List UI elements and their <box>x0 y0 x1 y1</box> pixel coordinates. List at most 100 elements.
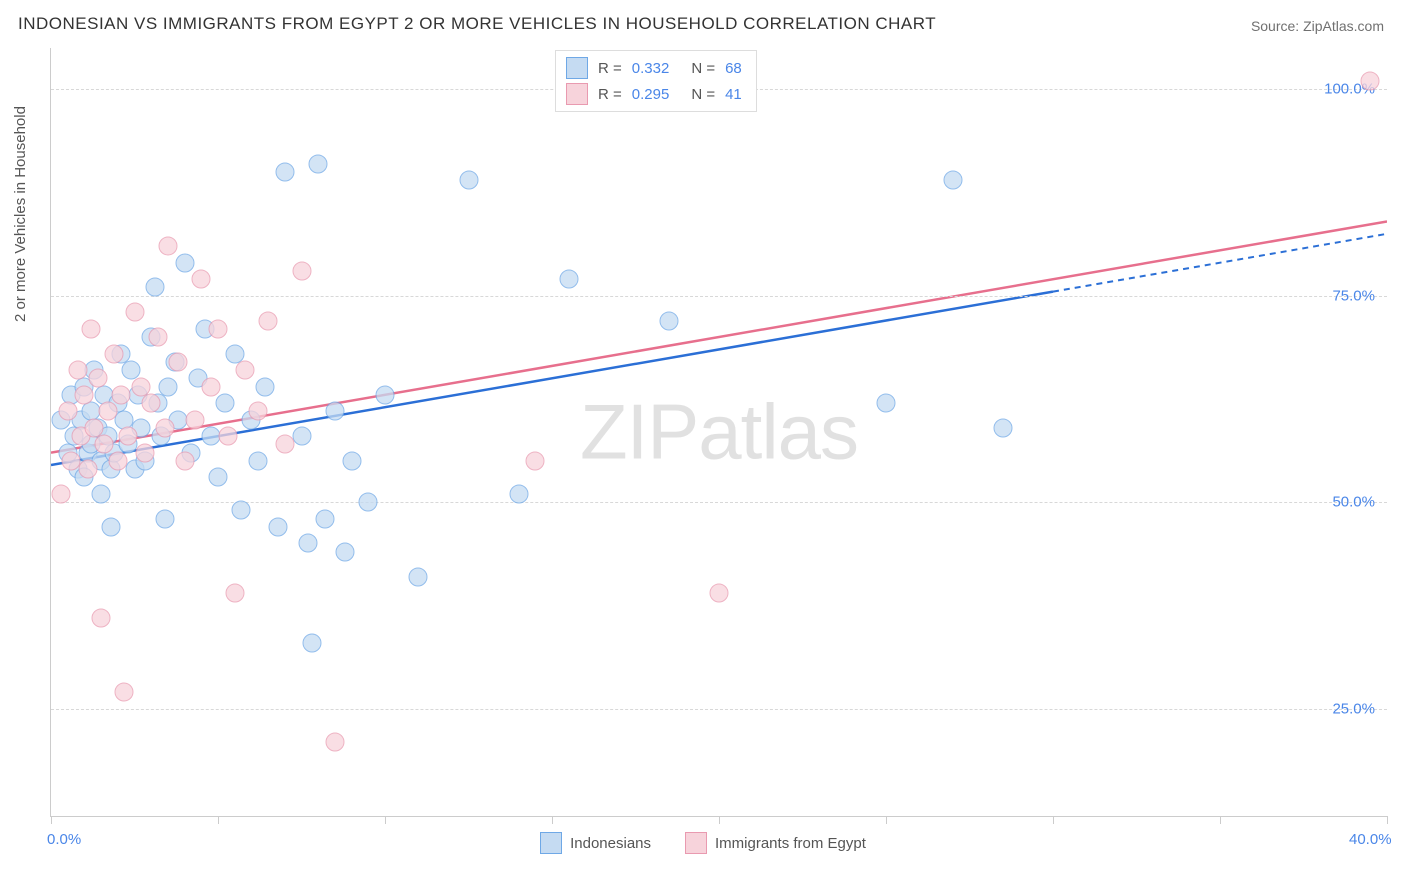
scatter-point <box>115 683 134 702</box>
swatch-series-1 <box>566 57 588 79</box>
scatter-point <box>185 410 204 429</box>
scatter-point <box>102 517 121 536</box>
x-tick <box>886 816 887 824</box>
scatter-point <box>269 517 288 536</box>
scatter-point <box>158 237 177 256</box>
scatter-point <box>292 261 311 280</box>
gridline <box>51 502 1387 503</box>
scatter-point <box>78 460 97 479</box>
swatch-series-2 <box>685 832 707 854</box>
scatter-point <box>259 311 278 330</box>
scatter-point <box>105 344 124 363</box>
trend-line-extrapolated <box>1053 234 1387 292</box>
x-tick <box>218 816 219 824</box>
n-label: N = <box>691 60 715 77</box>
scatter-point <box>215 394 234 413</box>
gridline <box>51 296 1387 297</box>
scatter-point <box>342 451 361 470</box>
scatter-point <box>142 394 161 413</box>
x-tick <box>1220 816 1221 824</box>
y-tick-label: 25.0% <box>1332 700 1375 717</box>
scatter-point <box>225 584 244 603</box>
scatter-point <box>710 584 729 603</box>
stats-row-series-1: R = 0.332 N = 68 <box>566 55 742 81</box>
legend-item-1: Indonesians <box>540 832 651 854</box>
scatter-point <box>659 311 678 330</box>
r-value-1: 0.332 <box>632 60 670 77</box>
scatter-point <box>112 385 131 404</box>
scatter-point <box>232 501 251 520</box>
swatch-series-2 <box>566 83 588 105</box>
scatter-point <box>168 352 187 371</box>
scatter-point <box>559 270 578 289</box>
series-legend: Indonesians Immigrants from Egypt <box>0 832 1406 854</box>
scatter-point <box>92 608 111 627</box>
scatter-point <box>52 484 71 503</box>
scatter-point <box>509 484 528 503</box>
x-tick <box>719 816 720 824</box>
scatter-point <box>125 303 144 322</box>
scatter-point <box>108 451 127 470</box>
scatter-point <box>192 270 211 289</box>
scatter-point <box>359 493 378 512</box>
scatter-point <box>877 394 896 413</box>
scatter-point <box>376 385 395 404</box>
scatter-point <box>75 385 94 404</box>
scatter-point <box>219 427 238 446</box>
scatter-point <box>292 427 311 446</box>
scatter-point <box>299 534 318 553</box>
scatter-point <box>92 484 111 503</box>
scatter-point <box>158 377 177 396</box>
r-label: R = <box>598 60 622 77</box>
scatter-point <box>993 418 1012 437</box>
stats-row-series-2: R = 0.295 N = 41 <box>566 81 742 107</box>
scatter-point <box>235 361 254 380</box>
chart-title: INDONESIAN VS IMMIGRANTS FROM EGYPT 2 OR… <box>18 14 936 34</box>
scatter-point <box>82 319 101 338</box>
scatter-point <box>155 418 174 437</box>
scatter-point <box>409 567 428 586</box>
scatter-point <box>459 171 478 190</box>
n-label: N = <box>691 86 715 103</box>
trend-lines-layer <box>51 48 1387 816</box>
scatter-point <box>88 369 107 388</box>
scatter-point <box>68 361 87 380</box>
y-axis-title: 2 or more Vehicles in Household <box>12 106 29 322</box>
correlation-stats-legend: R = 0.332 N = 68 R = 0.295 N = 41 <box>555 50 757 112</box>
scatter-point <box>275 162 294 181</box>
x-tick <box>51 816 52 824</box>
scatter-point <box>302 633 321 652</box>
scatter-point <box>315 509 334 528</box>
x-tick <box>1053 816 1054 824</box>
scatter-point <box>58 402 77 421</box>
y-tick-label: 75.0% <box>1332 287 1375 304</box>
scatter-point <box>209 468 228 487</box>
r-value-2: 0.295 <box>632 86 670 103</box>
scatter-point <box>943 171 962 190</box>
scatter-point <box>118 427 137 446</box>
scatter-point <box>148 328 167 347</box>
gridline <box>51 709 1387 710</box>
scatter-point <box>249 402 268 421</box>
scatter-point <box>325 732 344 751</box>
scatter-point <box>175 451 194 470</box>
scatter-point <box>309 154 328 173</box>
x-tick <box>552 816 553 824</box>
swatch-series-1 <box>540 832 562 854</box>
scatter-point <box>135 443 154 462</box>
x-tick <box>1387 816 1388 824</box>
scatter-point <box>249 451 268 470</box>
plot-area: ZIPatlas 25.0%50.0%75.0%100.0%0.0%40.0% <box>50 48 1387 817</box>
scatter-point <box>145 278 164 297</box>
scatter-point <box>1361 72 1380 91</box>
scatter-point <box>98 402 117 421</box>
scatter-point <box>175 253 194 272</box>
scatter-point <box>275 435 294 454</box>
scatter-point <box>202 377 221 396</box>
scatter-point <box>209 319 228 338</box>
scatter-point <box>255 377 274 396</box>
legend-label-1: Indonesians <box>570 835 651 852</box>
scatter-point <box>325 402 344 421</box>
source-attribution: Source: ZipAtlas.com <box>1251 18 1384 34</box>
scatter-point <box>526 451 545 470</box>
